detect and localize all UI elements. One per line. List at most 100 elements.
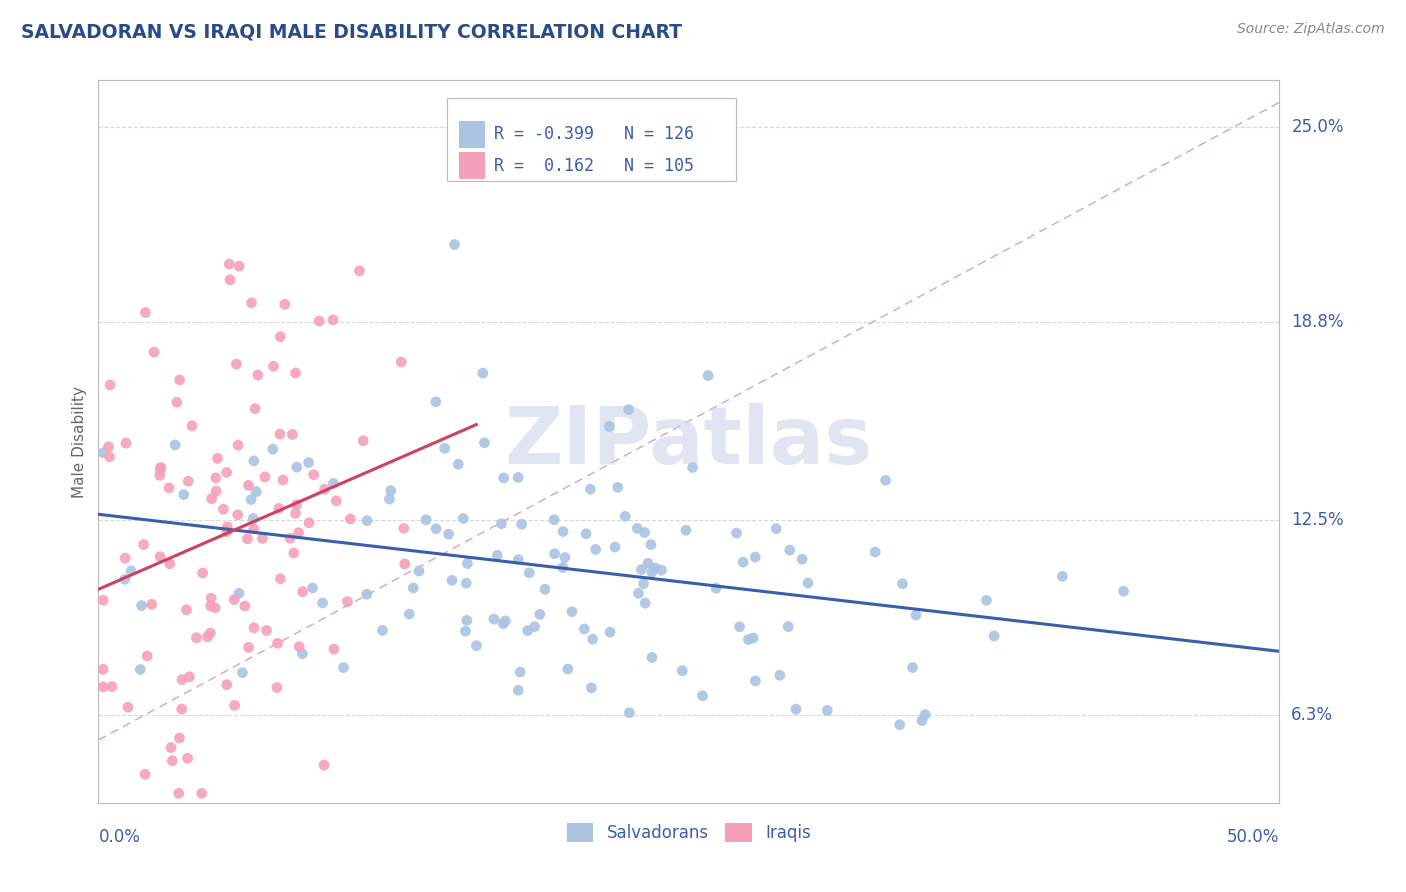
- Point: [312, 758, 335, 772]
- Point: [551, 560, 574, 574]
- Point: [863, 545, 886, 559]
- Point: [349, 264, 371, 278]
- Point: [219, 273, 242, 287]
- Point: [891, 576, 914, 591]
- Point: [322, 313, 344, 327]
- Point: [176, 603, 198, 617]
- Point: [228, 586, 250, 600]
- Point: [508, 470, 530, 484]
- Point: [273, 297, 295, 311]
- Point: [176, 751, 198, 765]
- Legend: Salvadorans, Iraqis: Salvadorans, Iraqis: [560, 816, 818, 848]
- Point: [200, 626, 222, 640]
- Text: 6.3%: 6.3%: [1291, 706, 1333, 723]
- Point: [240, 296, 263, 310]
- Point: [630, 563, 652, 577]
- Point: [443, 237, 465, 252]
- Point: [98, 378, 121, 392]
- Point: [543, 513, 565, 527]
- Point: [136, 648, 159, 663]
- Point: [281, 427, 304, 442]
- FancyBboxPatch shape: [447, 98, 737, 181]
- Point: [285, 498, 308, 512]
- Point: [815, 703, 838, 717]
- Point: [179, 670, 201, 684]
- Point: [91, 680, 114, 694]
- Point: [437, 527, 460, 541]
- Point: [692, 689, 714, 703]
- Point: [523, 620, 546, 634]
- Point: [551, 524, 574, 539]
- Point: [408, 564, 430, 578]
- Point: [599, 625, 621, 640]
- Point: [256, 624, 278, 638]
- Point: [204, 471, 226, 485]
- Point: [263, 359, 285, 374]
- Point: [101, 680, 124, 694]
- Point: [792, 552, 814, 566]
- Point: [637, 556, 659, 570]
- Point: [371, 624, 394, 638]
- Point: [201, 491, 224, 506]
- Point: [728, 620, 751, 634]
- Text: 18.8%: 18.8%: [1291, 313, 1344, 331]
- Point: [149, 549, 172, 564]
- Point: [641, 565, 664, 579]
- Point: [633, 576, 655, 591]
- Point: [339, 512, 361, 526]
- Point: [243, 621, 266, 635]
- Point: [97, 440, 120, 454]
- Point: [284, 366, 307, 380]
- Point: [298, 516, 321, 530]
- Point: [98, 450, 121, 464]
- Point: [744, 673, 766, 688]
- Point: [143, 345, 166, 359]
- Point: [626, 522, 648, 536]
- Point: [114, 573, 136, 587]
- Point: [291, 584, 314, 599]
- Point: [217, 520, 239, 534]
- Point: [291, 647, 314, 661]
- Point: [262, 442, 284, 457]
- Point: [160, 740, 183, 755]
- Point: [284, 507, 307, 521]
- Point: [302, 467, 325, 482]
- Text: 0.0%: 0.0%: [98, 828, 141, 846]
- Point: [166, 395, 188, 409]
- Point: [356, 587, 378, 601]
- Point: [581, 681, 603, 695]
- Point: [398, 607, 420, 621]
- Point: [200, 591, 222, 606]
- Point: [207, 451, 229, 466]
- Text: R = -0.399   N = 126: R = -0.399 N = 126: [494, 126, 695, 144]
- Point: [614, 509, 637, 524]
- Point: [242, 522, 264, 536]
- Point: [456, 557, 478, 571]
- Point: [380, 483, 402, 498]
- Point: [392, 521, 415, 535]
- Point: [149, 460, 172, 475]
- Point: [492, 471, 515, 485]
- Point: [157, 481, 180, 495]
- Point: [238, 640, 260, 655]
- Text: 50.0%: 50.0%: [1227, 828, 1279, 846]
- Point: [554, 550, 576, 565]
- Point: [236, 532, 259, 546]
- Point: [215, 524, 238, 539]
- Point: [215, 466, 238, 480]
- FancyBboxPatch shape: [458, 152, 485, 179]
- Point: [231, 665, 253, 680]
- Point: [529, 607, 551, 622]
- Point: [447, 457, 470, 471]
- Point: [212, 502, 235, 516]
- Point: [456, 576, 478, 591]
- Point: [169, 731, 191, 745]
- Point: [352, 434, 374, 448]
- Point: [482, 612, 505, 626]
- Point: [465, 639, 488, 653]
- Point: [245, 484, 267, 499]
- Point: [269, 427, 291, 442]
- Point: [225, 357, 247, 371]
- Point: [204, 600, 226, 615]
- Point: [494, 614, 516, 628]
